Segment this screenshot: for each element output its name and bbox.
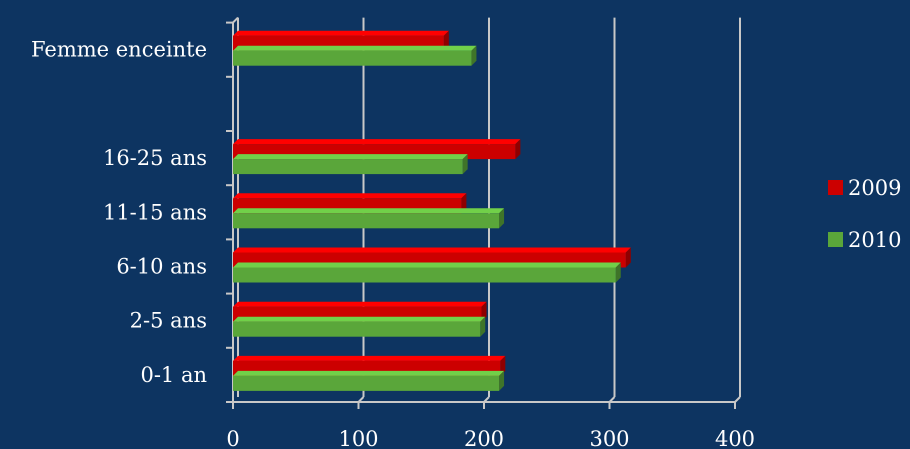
bar-top-face	[233, 247, 631, 253]
bar-top-face	[233, 30, 449, 36]
bar	[233, 375, 500, 391]
category-label: 11-15 ans	[103, 200, 207, 224]
bar-end-face	[471, 45, 477, 66]
bar	[233, 159, 463, 175]
bar-end-face	[499, 208, 505, 229]
category-label: 2-5 ans	[130, 309, 207, 333]
bar	[233, 267, 616, 283]
bars	[233, 30, 631, 391]
bar	[233, 50, 472, 66]
bar	[233, 321, 481, 337]
bar-end-face	[515, 139, 521, 160]
bar-end-face	[625, 247, 631, 268]
bar-end-face	[499, 370, 505, 391]
legend: 2009 2010	[828, 176, 901, 252]
bar-top-face	[233, 208, 505, 214]
legend-swatch	[828, 232, 843, 247]
legend-swatch	[828, 180, 843, 195]
legend-label: 2009	[848, 176, 901, 200]
bar-top-face	[233, 45, 477, 51]
bar	[233, 213, 500, 229]
x-tick-label: 0	[226, 427, 239, 449]
category-labels: Femme enceinte 16-25 ans 11-15 ans 6-10 ans…	[31, 38, 207, 387]
legend-label: 2010	[848, 228, 901, 252]
bar-top-face	[233, 139, 521, 145]
bar-top-face	[233, 154, 468, 160]
bar-top-face	[233, 355, 506, 361]
bar-top-face	[233, 316, 486, 322]
bar-end-face	[462, 154, 468, 175]
bar-top-face	[233, 301, 487, 307]
bar-top-face	[233, 262, 621, 268]
x-tick-label: 100	[338, 427, 378, 449]
x-tick-label: 400	[715, 427, 755, 449]
category-axis-top	[232, 16, 239, 24]
category-label: 0-1 an	[140, 363, 207, 387]
gridline-floor	[734, 396, 741, 403]
bar-end-face	[615, 262, 621, 283]
x-tick-label: 200	[464, 427, 504, 449]
tick-labels: 0 100 200 300 400	[226, 427, 755, 449]
category-label: 6-10 ans	[116, 255, 207, 279]
bar-top-face	[233, 370, 505, 376]
x-tick-label: 300	[589, 427, 629, 449]
bar-top-face	[233, 193, 467, 199]
category-label: Femme enceinte	[31, 38, 207, 62]
bar-end-face	[480, 316, 486, 337]
category-label: 16-25 ans	[103, 146, 207, 170]
